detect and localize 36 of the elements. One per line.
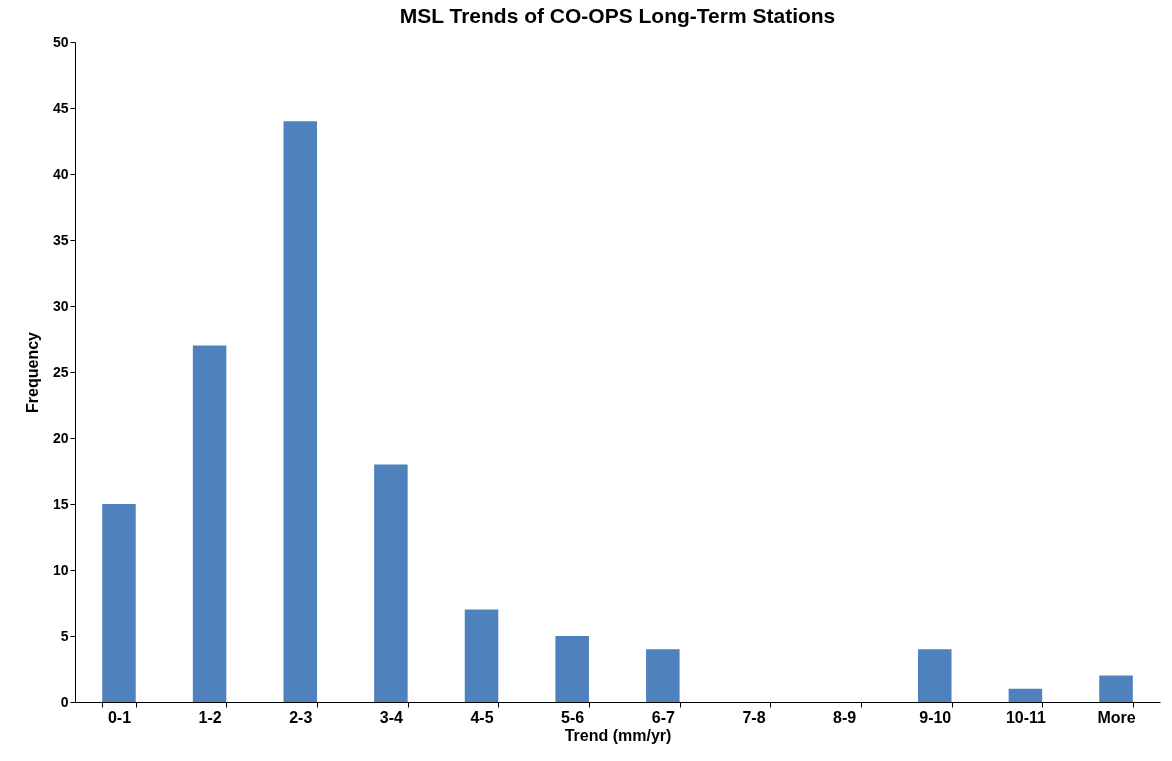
x-tick-label: 7-8 xyxy=(742,708,766,726)
y-tick-label: 40 xyxy=(52,165,69,182)
x-tick-label: 2-3 xyxy=(289,708,313,726)
y-tick-label: 5 xyxy=(60,627,69,644)
chart-title: MSL Trends of CO-OPS Long-Term Stations xyxy=(399,4,836,27)
y-tick-label: 50 xyxy=(52,33,69,50)
bar xyxy=(464,609,499,702)
y-tick-label: 10 xyxy=(52,561,69,578)
bar xyxy=(1008,688,1043,702)
bar xyxy=(1099,675,1133,702)
bar xyxy=(102,504,136,702)
bar xyxy=(917,649,952,702)
x-tick-label: More xyxy=(1097,708,1136,726)
x-tick-label: 1-2 xyxy=(198,708,222,726)
x-tick-label: 4-5 xyxy=(470,708,494,726)
y-tick-label: 15 xyxy=(52,495,69,512)
x-tick-label: 5-6 xyxy=(561,708,585,726)
x-tick-label: 9-10 xyxy=(919,708,952,726)
y-tick-label: 35 xyxy=(52,231,69,248)
y-axis-title: Frequency xyxy=(23,331,41,413)
x-axis-title: Trend (mm/yr) xyxy=(564,726,672,744)
x-tick-label: 8-9 xyxy=(833,708,857,726)
bar xyxy=(555,636,589,702)
bar xyxy=(374,464,408,702)
y-tick-label: 30 xyxy=(52,297,69,314)
x-tick-label: 0-1 xyxy=(107,708,132,726)
y-tick-label: 45 xyxy=(52,99,69,116)
y-tick-label: 25 xyxy=(52,363,69,380)
bar xyxy=(646,649,680,702)
x-tick-label: 3-4 xyxy=(379,708,404,726)
bar xyxy=(192,345,227,702)
y-tick-label: 20 xyxy=(52,429,69,446)
bar xyxy=(283,121,318,702)
y-tick-label: 0 xyxy=(60,693,69,710)
x-tick-label: 10-11 xyxy=(1005,708,1047,726)
x-tick-label: 6-7 xyxy=(651,708,675,726)
